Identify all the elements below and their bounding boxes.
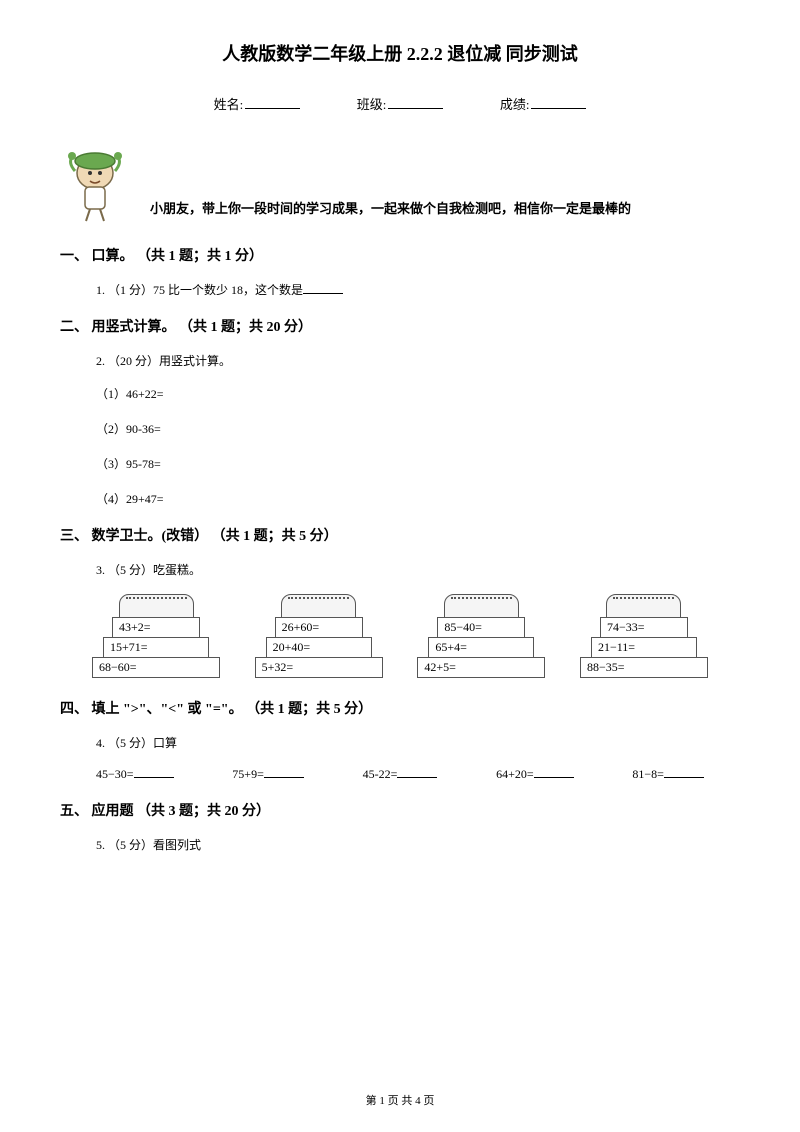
cake-4: 74−33= 21−11= 88−35= (574, 594, 714, 678)
section-3-heading: 三、 数学卫士。(改错） （共 1 题；共 5 分） (60, 525, 740, 545)
name-label: 姓名: (214, 97, 244, 112)
question-3: 3. （5 分）吃蛋糕。 (96, 561, 740, 578)
q4-b-blank[interactable] (264, 777, 304, 778)
q4-items-row: 45−30= 75+9= 45-22= 64+20= 81−8= (96, 767, 704, 782)
page-title: 人教版数学二年级上册 2.2.2 退位减 同步测试 (60, 40, 740, 66)
q2-item-3: （3）95-78= (96, 455, 740, 472)
q4-item-e: 81−8= (632, 767, 704, 782)
class-blank[interactable] (388, 108, 443, 109)
mascot-row: 小朋友，带上你一段时间的学习成果，一起来做个自我检测吧，相信你一定是最棒的 (60, 143, 740, 223)
cakes-row: 43+2= 15+71= 68−60= 26+60= 20+40= 5+32= … (86, 594, 714, 678)
class-label: 班级: (357, 97, 387, 112)
cake-3-tier-2: 65+4= (428, 637, 534, 658)
cake-3-tier-1: 85−40= (437, 617, 525, 638)
cake-1-tier-2: 15+71= (103, 637, 209, 658)
q4-c-text: 45-22= (363, 767, 398, 781)
q1-text: 1. （1 分）75 比一个数少 18，这个数是 (96, 283, 303, 297)
cake-2-tier-3: 5+32= (255, 657, 383, 678)
name-blank[interactable] (245, 108, 300, 109)
cake-top-icon (281, 594, 356, 618)
cake-3-tier-3: 42+5= (417, 657, 545, 678)
question-1: 1. （1 分）75 比一个数少 18，这个数是 (96, 281, 740, 298)
cake-1-tier-1: 43+2= (112, 617, 200, 638)
q1-blank[interactable] (303, 293, 343, 294)
cake-3: 85−40= 65+4= 42+5= (411, 594, 551, 678)
score-blank[interactable] (531, 108, 586, 109)
cake-2-tier-1: 26+60= (275, 617, 363, 638)
q4-item-b: 75+9= (232, 767, 304, 782)
q2-item-4: （4）29+47= (96, 490, 740, 507)
mascot-icon (60, 143, 130, 223)
cake-4-tier-2: 21−11= (591, 637, 697, 658)
cake-1-tier-3: 68−60= (92, 657, 220, 678)
cake-1: 43+2= 15+71= 68−60= (86, 594, 226, 678)
q4-a-blank[interactable] (134, 777, 174, 778)
encourage-text: 小朋友，带上你一段时间的学习成果，一起来做个自我检测吧，相信你一定是最棒的 (150, 198, 631, 223)
cake-4-tier-3: 88−35= (580, 657, 708, 678)
cake-2-tier-2: 20+40= (266, 637, 372, 658)
section-1-heading: 一、 口算。 （共 1 题；共 1 分） (60, 245, 740, 265)
question-5: 5. （5 分）看图列式 (96, 836, 740, 853)
q4-a-text: 45−30= (96, 767, 134, 781)
section-4-heading: 四、 填上 ">"、"<" 或 "="。 （共 1 题；共 5 分） (60, 698, 740, 718)
q4-item-d: 64+20= (496, 767, 574, 782)
section-5-heading: 五、 应用题 （共 3 题；共 20 分） (60, 800, 740, 820)
student-info-row: 姓名: 班级: 成绩: (60, 94, 740, 113)
page-footer: 第 1 页 共 4 页 (0, 1092, 800, 1108)
q4-e-text: 81−8= (632, 767, 664, 781)
cake-top-icon (444, 594, 519, 618)
q4-d-blank[interactable] (534, 777, 574, 778)
section-2-heading: 二、 用竖式计算。 （共 1 题；共 20 分） (60, 316, 740, 336)
cake-4-tier-1: 74−33= (600, 617, 688, 638)
cake-2: 26+60= 20+40= 5+32= (249, 594, 389, 678)
q4-item-a: 45−30= (96, 767, 174, 782)
q4-c-blank[interactable] (397, 777, 437, 778)
cake-top-icon (606, 594, 681, 618)
question-4: 4. （5 分）口算 (96, 734, 740, 751)
q4-b-text: 75+9= (232, 767, 264, 781)
q4-item-c: 45-22= (363, 767, 438, 782)
q4-e-blank[interactable] (664, 777, 704, 778)
q4-d-text: 64+20= (496, 767, 534, 781)
q2-item-2: （2）90-36= (96, 420, 740, 437)
cake-top-icon (119, 594, 194, 618)
q2-item-1: （1）46+22= (96, 385, 740, 402)
question-2: 2. （20 分）用竖式计算。 (96, 352, 740, 369)
score-label: 成绩: (500, 97, 530, 112)
